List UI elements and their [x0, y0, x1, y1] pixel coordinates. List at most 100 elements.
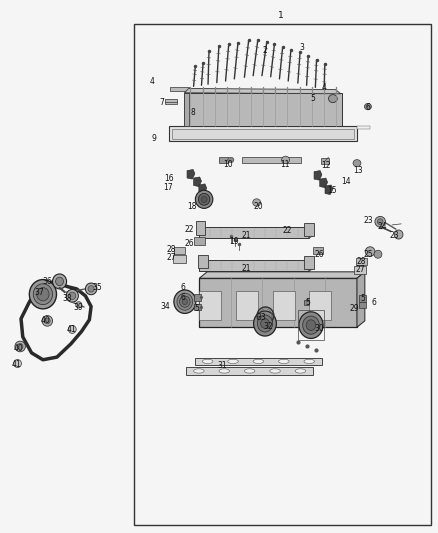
Text: 23: 23	[389, 231, 399, 240]
Ellipse shape	[328, 95, 337, 102]
Text: 33: 33	[256, 313, 266, 321]
Ellipse shape	[180, 296, 190, 307]
Text: 41: 41	[67, 325, 77, 334]
Text: 17: 17	[163, 183, 173, 192]
Bar	[354, 266, 366, 274]
Text: 9: 9	[152, 134, 157, 142]
Ellipse shape	[53, 274, 67, 289]
Polygon shape	[309, 257, 313, 271]
Text: 21: 21	[241, 231, 251, 240]
Text: 39: 39	[73, 303, 83, 311]
Bar	[172, 129, 353, 139]
Ellipse shape	[257, 315, 272, 332]
Ellipse shape	[299, 312, 323, 338]
Text: 40: 40	[41, 317, 50, 325]
Text: 5: 5	[311, 94, 316, 103]
Ellipse shape	[37, 288, 49, 301]
Text: 41: 41	[12, 360, 21, 369]
Ellipse shape	[201, 196, 207, 203]
Text: 22: 22	[283, 226, 292, 235]
Text: 28: 28	[167, 245, 177, 254]
Ellipse shape	[364, 103, 371, 110]
Bar	[186, 367, 313, 375]
Polygon shape	[325, 185, 333, 195]
Ellipse shape	[56, 277, 64, 286]
Ellipse shape	[244, 369, 255, 373]
Text: 27: 27	[355, 265, 365, 274]
Text: 19: 19	[230, 237, 239, 246]
Text: 6: 6	[180, 293, 185, 302]
Ellipse shape	[88, 286, 94, 292]
Text: 37: 37	[35, 288, 44, 296]
Ellipse shape	[306, 320, 316, 330]
Ellipse shape	[33, 284, 53, 305]
Bar	[359, 295, 366, 302]
Bar	[199, 278, 357, 327]
Text: 28: 28	[357, 257, 366, 266]
Text: 3: 3	[300, 44, 305, 52]
Polygon shape	[199, 184, 207, 193]
Ellipse shape	[303, 316, 319, 334]
Text: 24: 24	[378, 222, 387, 231]
Polygon shape	[320, 178, 328, 188]
Bar	[356, 258, 367, 265]
Polygon shape	[357, 126, 370, 129]
Ellipse shape	[253, 359, 264, 364]
Ellipse shape	[228, 359, 238, 364]
Ellipse shape	[17, 344, 23, 350]
Text: 26: 26	[315, 251, 325, 259]
Polygon shape	[187, 169, 195, 179]
Bar	[169, 126, 357, 141]
Ellipse shape	[282, 156, 290, 164]
Bar	[236, 291, 258, 320]
Text: 27: 27	[167, 254, 177, 262]
Bar	[170, 87, 189, 91]
Bar	[272, 291, 294, 320]
Text: 32: 32	[263, 322, 273, 330]
Text: 11: 11	[280, 160, 290, 168]
Ellipse shape	[365, 247, 375, 256]
Ellipse shape	[44, 318, 50, 324]
Text: 5: 5	[305, 298, 310, 307]
Text: 16: 16	[165, 174, 174, 183]
Ellipse shape	[15, 341, 25, 352]
Ellipse shape	[68, 325, 76, 334]
Bar	[134, 24, 431, 525]
Ellipse shape	[194, 369, 204, 373]
Bar	[304, 300, 309, 305]
Ellipse shape	[375, 216, 385, 227]
Bar	[199, 260, 309, 271]
Ellipse shape	[177, 293, 193, 310]
Text: 5: 5	[194, 304, 200, 312]
Bar	[165, 99, 177, 104]
Ellipse shape	[85, 283, 97, 295]
Ellipse shape	[270, 369, 280, 373]
Ellipse shape	[198, 193, 210, 205]
Ellipse shape	[66, 289, 78, 302]
Ellipse shape	[174, 290, 196, 313]
Text: 31: 31	[218, 361, 227, 370]
Ellipse shape	[182, 298, 187, 305]
Polygon shape	[199, 272, 365, 278]
Ellipse shape	[253, 199, 261, 206]
Bar	[199, 291, 221, 320]
Text: 6: 6	[371, 298, 377, 307]
Text: 30: 30	[314, 324, 324, 333]
Polygon shape	[309, 224, 313, 238]
Bar	[298, 310, 324, 340]
Text: 6: 6	[180, 284, 185, 292]
Bar	[304, 256, 314, 269]
Text: 4: 4	[150, 77, 155, 85]
Bar	[304, 223, 314, 236]
Ellipse shape	[254, 311, 276, 336]
Bar	[313, 247, 323, 254]
Text: 8: 8	[191, 109, 195, 117]
Bar	[194, 237, 205, 245]
Ellipse shape	[14, 359, 21, 368]
Bar	[194, 294, 201, 301]
Text: 22: 22	[184, 225, 194, 233]
Text: 15: 15	[327, 186, 337, 195]
Bar	[184, 93, 342, 126]
Ellipse shape	[219, 369, 230, 373]
Text: 1: 1	[278, 12, 284, 20]
